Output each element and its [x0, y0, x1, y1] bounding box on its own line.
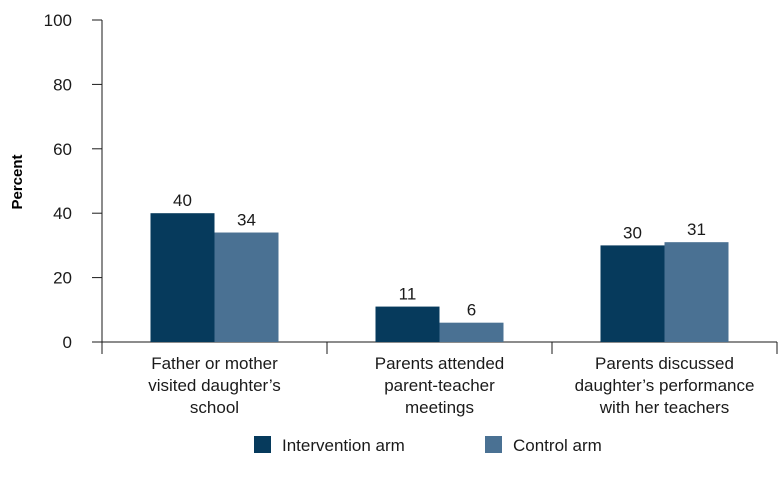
- legend: Intervention arm Control arm: [254, 436, 602, 455]
- bar-control: [664, 242, 729, 342]
- x-category-label: with her teachers: [599, 398, 729, 417]
- bar-value-label: 40: [173, 191, 192, 210]
- bars: [150, 213, 729, 342]
- bar-intervention: [150, 213, 215, 342]
- y-tick-label: 100: [44, 11, 72, 30]
- x-category-label: parent-teacher: [384, 376, 495, 395]
- category-labels: Father or mother visited daughter’s school…: [148, 354, 754, 417]
- y-tick-label: 60: [53, 140, 72, 159]
- legend-swatch: [254, 436, 271, 453]
- x-category-label: Father or mother: [151, 354, 278, 373]
- x-category-label: Parents attended: [375, 354, 504, 373]
- bar-value-label: 11: [399, 285, 417, 304]
- bar-control: [214, 232, 279, 342]
- x-category-label: daughter’s performance: [575, 376, 755, 395]
- y-ticks: 0 20 40 60 80 100: [44, 11, 102, 352]
- y-tick-label: 20: [53, 269, 72, 288]
- y-tick-label: 40: [53, 204, 72, 223]
- x-category-label: visited daughter’s: [148, 376, 281, 395]
- bar-intervention: [600, 245, 665, 342]
- x-category-label: school: [190, 398, 239, 417]
- bar-value-label: 31: [687, 220, 706, 239]
- y-axis-title: Percent: [9, 154, 26, 209]
- x-category-label: meetings: [405, 398, 474, 417]
- bar-control: [439, 322, 504, 342]
- bar-value-label: 6: [467, 301, 476, 320]
- bar-value-label: 34: [237, 211, 256, 230]
- legend-swatch: [485, 436, 502, 453]
- legend-label: Intervention arm: [282, 436, 405, 455]
- y-axis-title-group: Percent: [9, 154, 26, 209]
- y-tick-label: 0: [63, 333, 72, 352]
- value-labels: 40 34 11 6 30 31: [173, 191, 706, 319]
- bar-intervention: [375, 306, 440, 342]
- legend-label: Control arm: [513, 436, 602, 455]
- x-category-label: Parents discussed: [595, 354, 734, 373]
- y-tick-label: 80: [53, 75, 72, 94]
- bar-value-label: 30: [623, 223, 642, 242]
